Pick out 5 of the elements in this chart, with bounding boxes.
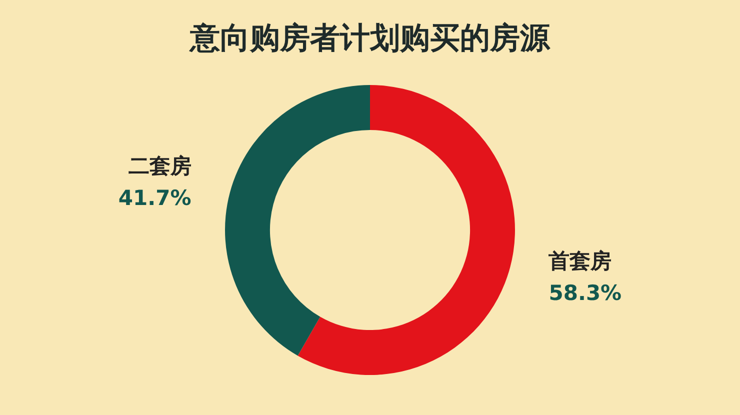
chart-title: 意向购房者计划购买的房源	[188, 20, 552, 58]
data-label: 41.7%	[118, 186, 192, 210]
data-label: 58.3%	[548, 281, 622, 306]
slice-label: 首套房	[548, 249, 612, 274]
slice-label: 二套房	[128, 154, 192, 178]
